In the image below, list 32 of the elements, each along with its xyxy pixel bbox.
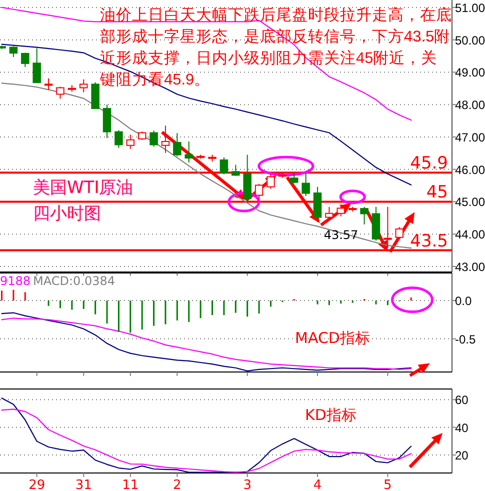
x-tick-label: 4 [313, 478, 322, 491]
annotation: MACD指标 [295, 329, 370, 347]
x-tick-label: 5 [384, 478, 392, 491]
annotation: 四小时图 [33, 204, 101, 224]
annotation: KD指标 [305, 406, 356, 424]
y-tick-label: 0.0 [455, 294, 472, 308]
annotation: 美国WTI原油 [33, 178, 134, 198]
y-tick-label: 43.00 [455, 260, 485, 274]
annotation: MACD:0.0384 [33, 274, 116, 288]
x-tick-label: 2 [173, 478, 182, 491]
y-tick-label: 47.00 [455, 130, 485, 144]
y-tick-label: 46.00 [455, 162, 485, 177]
y-tick-label: 60 [455, 393, 469, 408]
y-tick-label: 49.00 [455, 66, 485, 80]
x-tick-label: 31 [75, 478, 92, 491]
annotation: 9188 [0, 274, 31, 288]
ref-line-label: 43.5 [410, 231, 448, 252]
x-tick-label: 29 [28, 478, 46, 491]
ref-line-label: 45 [426, 182, 448, 203]
x-tick-label: 3 [243, 478, 252, 491]
ref-line-label: 45.9 [410, 154, 448, 174]
y-tick-label: 40 [455, 420, 469, 435]
y-tick-label: 48.00 [455, 98, 485, 112]
candlestick [114, 130, 123, 148]
y-tick-label: 20 [455, 448, 469, 463]
x-tick-label: 11 [122, 478, 139, 491]
y-tick-label: -0.5 [455, 332, 476, 346]
y-tick-label: 45.00 [455, 195, 485, 210]
y-tick-label: 51.00 [455, 0, 485, 15]
y-tick-label: 50.00 [455, 33, 485, 48]
y-tick-label: 44.00 [455, 228, 485, 242]
annotation: 43.57 [324, 228, 358, 242]
